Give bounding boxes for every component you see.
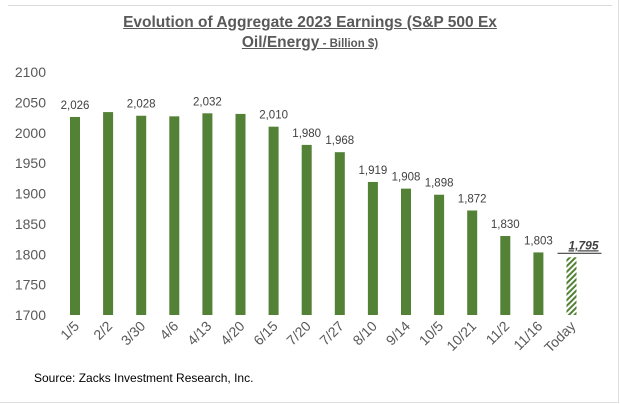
data-label: 1,872: [458, 194, 487, 206]
y-tick-label: 1750: [15, 277, 46, 293]
bar-6-15: [268, 126, 279, 315]
bar-10-5: [434, 194, 445, 315]
x-tick-label: 10/21: [443, 318, 479, 354]
bar-9-14: [401, 188, 411, 315]
y-tick-label: 1700: [15, 307, 46, 323]
y-tick-label: 1950: [15, 155, 46, 171]
bar-4-6: [169, 116, 180, 315]
bar-7-27: [334, 152, 345, 315]
x-tick-label: 2/2: [90, 318, 115, 343]
chart-title: Evolution of Aggregate 2023 Earnings (S&…: [0, 13, 620, 54]
x-tick-label: 9/14: [383, 318, 414, 349]
bar-11-2: [500, 236, 511, 315]
data-label: 1,908: [392, 172, 421, 184]
title-unit: - Billion $): [319, 38, 379, 50]
source-note: Source: Zacks Investment Research, Inc.: [34, 371, 254, 385]
data-label: 1,795: [568, 238, 598, 252]
bar-3-30: [136, 115, 147, 316]
bar-10-21: [467, 210, 478, 315]
bar-2-2: [103, 112, 114, 315]
x-tick-label: 7/20: [283, 318, 314, 349]
data-label: 1,968: [325, 135, 354, 147]
x-tick-label: 1/5: [57, 318, 82, 343]
data-label: 2,032: [193, 96, 222, 108]
x-tick-label: 3/30: [118, 318, 149, 349]
x-tick-label: 4/20: [217, 318, 248, 349]
y-tick-label: 2100: [15, 64, 46, 80]
bar-7-20: [301, 144, 312, 315]
title-line-1: Evolution of Aggregate 2023 Earnings (S&…: [123, 14, 497, 31]
y-tick-label: 2000: [15, 125, 46, 141]
data-label: 2,026: [61, 100, 90, 112]
title-line-2-text: Oil/Energy: [241, 34, 320, 51]
y-tick-label: 1850: [15, 216, 46, 232]
bar-1-5: [70, 116, 80, 315]
x-tick-label: 10/5: [416, 318, 447, 349]
data-label: 2,010: [259, 110, 288, 122]
bar-8-10: [367, 181, 378, 315]
bar-11-16: [533, 252, 544, 315]
y-tick-label: 1800: [15, 246, 46, 262]
top-divider: [8, 5, 612, 6]
x-tick-label: Today: [541, 318, 579, 356]
y-tick-label: 1900: [15, 186, 46, 202]
data-label: 1,980: [292, 128, 321, 140]
x-tick-label: 4/13: [184, 318, 215, 349]
data-label: 2,028: [127, 99, 156, 111]
data-label: 1,898: [425, 178, 454, 190]
x-tick-label: 8/10: [349, 318, 380, 349]
x-tick-label: 4/6: [156, 318, 181, 343]
bar-4-20: [235, 113, 246, 315]
x-tick-label: 11/16: [510, 318, 546, 354]
x-tick-label: 11/2: [483, 318, 513, 348]
x-tick-label: 7/27: [316, 318, 347, 349]
bar-today: [566, 257, 577, 315]
data-label: 1,919: [359, 165, 388, 177]
x-tick-label: 6/15: [250, 318, 281, 349]
bar-4-13: [202, 113, 213, 315]
y-tick-label: 2050: [15, 94, 46, 110]
data-label: 1,830: [491, 219, 520, 231]
title-line-2: Oil/Energy - Billion $): [0, 33, 620, 54]
data-label: 1,803: [524, 235, 553, 247]
